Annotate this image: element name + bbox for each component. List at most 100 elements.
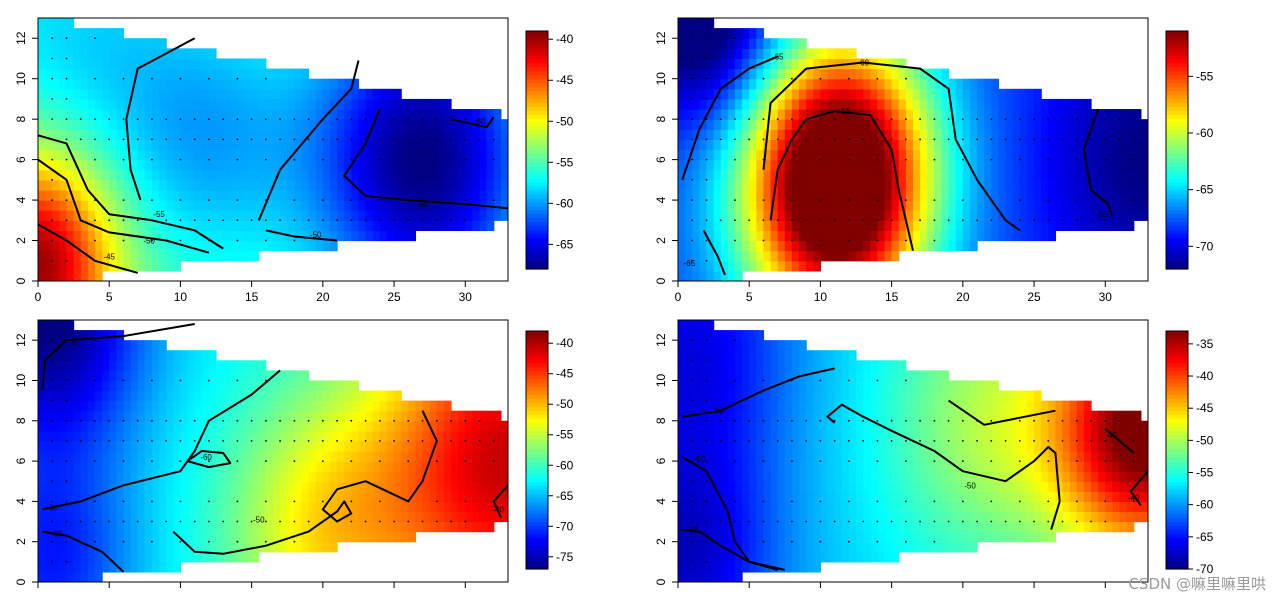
sample-point	[734, 219, 736, 222]
heatmap-cell	[401, 410, 409, 422]
heatmap-cell	[429, 410, 438, 422]
heatmap-cell	[984, 88, 992, 100]
heatmap-cell	[45, 541, 53, 553]
heatmap-cell	[237, 250, 246, 262]
heatmap-cell	[898, 149, 907, 161]
heatmap-cell	[52, 230, 60, 242]
heatmap-panel-1: -55-50-45-50-60-600 5 10 15 20 25 30024681012-…	[14, 17, 574, 304]
heatmap-cell	[102, 521, 110, 533]
heatmap-cell	[194, 360, 203, 371]
heatmap-cell	[813, 370, 822, 382]
heatmap-cell	[315, 220, 324, 232]
heatmap-cell	[969, 179, 978, 191]
heatmap-cell	[123, 98, 132, 110]
sample-point	[321, 138, 324, 141]
heatmap-cell	[692, 521, 700, 533]
heatmap-cell	[699, 440, 708, 452]
heatmap-cell	[365, 531, 374, 543]
heatmap-cell	[734, 139, 743, 151]
heatmap-cell	[401, 481, 409, 492]
heatmap-cell	[827, 169, 836, 181]
colorbar-segment	[526, 193, 548, 199]
heatmap-cell	[905, 129, 914, 140]
sample-point	[705, 178, 708, 181]
heatmap-cell	[692, 200, 700, 211]
sample-point	[819, 138, 822, 141]
heatmap-cell	[73, 440, 82, 452]
heatmap-cell	[38, 88, 46, 100]
heatmap-cell	[59, 129, 68, 140]
heatmap-cell	[727, 571, 736, 582]
heatmap-cell	[180, 109, 189, 120]
heatmap-cell	[52, 370, 60, 382]
heatmap-cell	[151, 159, 160, 171]
heatmap-cell	[223, 420, 231, 432]
sample-point	[265, 219, 267, 222]
heatmap-cell	[52, 440, 60, 452]
heatmap-cell	[465, 420, 473, 432]
sample-point	[65, 419, 68, 422]
heatmap-cell	[301, 511, 310, 523]
sample-point	[1018, 199, 1021, 202]
heatmap-cell	[144, 471, 153, 482]
sample-point	[705, 239, 708, 242]
heatmap-cell	[1098, 169, 1106, 181]
heatmap-cell	[173, 501, 182, 513]
heatmap-cell	[763, 370, 772, 382]
heatmap-cell	[251, 410, 260, 422]
heatmap-cell	[180, 169, 189, 181]
heatmap-cell	[322, 501, 331, 513]
heatmap-cell	[799, 390, 807, 402]
heatmap-cell	[784, 220, 793, 232]
heatmap-cell	[251, 149, 260, 161]
colorbar-segment	[1166, 150, 1188, 155]
heatmap-cell	[329, 501, 338, 513]
heatmap-cell	[73, 561, 82, 573]
heatmap-cell	[59, 179, 68, 191]
sample-point	[1118, 138, 1121, 141]
heatmap-cell	[479, 451, 488, 462]
heatmap-cell	[365, 430, 374, 442]
sample-point	[819, 239, 822, 242]
heatmap-cell	[706, 481, 715, 492]
heatmap-cell	[763, 461, 772, 472]
heatmap-cell	[969, 189, 978, 201]
heatmap-cell	[834, 250, 843, 262]
heatmap-cell	[1098, 139, 1106, 151]
heatmap-cell	[713, 210, 722, 221]
sample-point	[734, 158, 736, 161]
heatmap-cell	[337, 380, 345, 392]
heatmap-cell	[856, 159, 864, 171]
heatmap-cell	[315, 200, 324, 211]
heatmap-cell	[273, 511, 281, 523]
heatmap-cell	[848, 210, 857, 221]
heatmap-cell	[258, 129, 267, 140]
heatmap-cell	[1069, 159, 1078, 171]
heatmap-cell	[770, 230, 779, 242]
heatmap-cell	[201, 410, 210, 422]
heatmap-cell	[258, 531, 267, 543]
colorbar-segment	[526, 185, 548, 191]
heatmap-cell	[927, 189, 935, 201]
contour-line	[681, 55, 779, 181]
heatmap-cell	[394, 461, 402, 472]
heatmap-cell	[244, 159, 253, 171]
heatmap-cell	[73, 210, 82, 221]
heatmap-cell	[280, 390, 288, 402]
heatmap-cell	[273, 139, 281, 151]
heatmap-cell	[59, 400, 68, 412]
heatmap-cell	[727, 220, 736, 232]
heatmap-cell	[465, 169, 473, 181]
heatmap-cell	[699, 340, 708, 351]
colorbar-segment	[526, 110, 548, 115]
heatmap-cell	[265, 420, 274, 432]
heatmap-cell	[130, 88, 139, 100]
heatmap-cell	[38, 200, 46, 211]
heatmap-cell	[699, 230, 708, 242]
sample-point	[108, 138, 111, 141]
heatmap-cell	[678, 88, 686, 100]
contour-line	[42, 530, 125, 573]
sample-point	[350, 219, 353, 222]
heatmap-cell	[415, 200, 424, 211]
heatmap-cell	[1005, 109, 1014, 120]
